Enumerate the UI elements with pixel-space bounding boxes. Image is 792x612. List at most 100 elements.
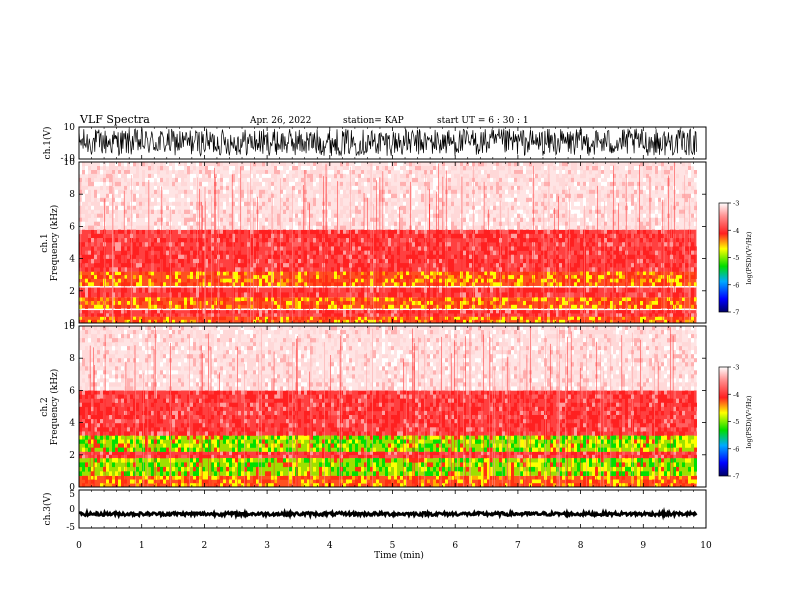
spectrogram-cell: [223, 271, 226, 276]
spectrogram-cell: [148, 246, 151, 251]
spectrogram-cell: [307, 275, 310, 279]
spectrogram-cell: [424, 275, 427, 279]
spectrogram-cell: [100, 282, 103, 287]
spectrogram-cell: [442, 282, 445, 287]
spectrogram-cell: [397, 483, 400, 488]
spectrogram-cell: [247, 177, 250, 183]
spectrogram-cell: [421, 271, 424, 276]
spectrogram-cell: [265, 310, 268, 314]
spectrogram-cell: [526, 267, 529, 272]
spectrogram-cell: [178, 166, 181, 171]
spectrogram-cell: [427, 304, 430, 309]
spectrogram-cell: [121, 479, 124, 484]
spectrogram-cell: [454, 233, 457, 239]
spectrogram-cell: [184, 162, 187, 167]
spectrogram-cell: [187, 250, 190, 256]
spectrogram-cell: [151, 225, 154, 230]
spectrogram-cell: [199, 162, 202, 167]
spectrogram-cell: [250, 189, 253, 195]
spectrogram-cell: [631, 242, 634, 247]
spectrogram-cell: [184, 225, 187, 230]
spectrogram-cell: [643, 282, 646, 287]
spectrogram-cell: [481, 475, 484, 480]
spectrogram-cell: [274, 185, 277, 191]
spectrogram-cell: [523, 246, 526, 251]
spectrogram-cell: [652, 292, 655, 298]
spectrogram-cell: [217, 475, 220, 480]
spectrogram-cell: [541, 225, 544, 230]
spectrogram-cell: [148, 304, 151, 309]
spectrogram-cell: [574, 217, 577, 222]
spectrogram-cell: [520, 162, 523, 167]
spectrogram-cell: [610, 263, 613, 268]
spectrogram-cell: [142, 173, 145, 179]
spectrogram-cell: [172, 225, 175, 230]
spectrogram-cell: [415, 319, 418, 324]
spectrogram-cell: [640, 221, 643, 226]
spectrogram-cell: [88, 287, 91, 293]
spectrogram-cell: [235, 267, 238, 272]
spectrogram-cell: [313, 221, 316, 226]
spectrogram-cell: [526, 271, 529, 276]
spectrogram-cell: [451, 254, 454, 260]
spectrogram-cell: [133, 229, 136, 235]
spectrogram-cell: [280, 271, 283, 276]
spectrogram-cell: [223, 213, 226, 218]
spectrogram-cell: [139, 278, 142, 283]
spectrogram-cell: [226, 271, 229, 276]
spectrogram-cell: [319, 304, 322, 309]
spectrogram-cell: [622, 189, 625, 195]
spectrogram-cell: [220, 316, 223, 321]
spectrogram-cell: [268, 292, 271, 298]
spectrogram-cell: [628, 225, 631, 230]
spectrogram-cell: [544, 254, 547, 260]
spectrogram-cell: [193, 319, 196, 324]
spectrogram-cell: [181, 193, 184, 199]
spectrogram-cell: [337, 213, 340, 218]
spectrogram-cell: [181, 173, 184, 179]
spectrogram-cell: [199, 292, 202, 298]
spectrogram-cell: [511, 205, 514, 211]
spectrogram-cell: [253, 181, 256, 187]
spectrogram-cell: [652, 258, 655, 264]
spectrogram-cell: [514, 170, 517, 175]
spectrogram-cell: [493, 217, 496, 222]
spectrogram-cell: [178, 254, 181, 260]
spectrogram-cell: [94, 304, 97, 309]
spectrogram-cell: [307, 310, 310, 314]
spectrogram-cell: [124, 209, 127, 214]
spectrogram-cell: [160, 250, 163, 256]
spectrogram-cell: [424, 263, 427, 268]
spectrogram-cell: [445, 166, 448, 171]
spectrogram-cell: [115, 479, 118, 484]
spectrogram-cell: [523, 238, 526, 243]
spectrogram-cell: [508, 271, 511, 276]
spectrogram-cell: [562, 185, 565, 191]
spectrogram-cell: [430, 166, 433, 171]
spectrogram-cell: [274, 287, 277, 293]
spectrogram-cell: [238, 275, 241, 279]
spectrogram-cell: [94, 189, 97, 195]
spectrogram-cell: [454, 479, 457, 484]
spectrogram-cell: [340, 319, 343, 324]
spectrogram-cell: [85, 193, 88, 199]
spectrogram-cell: [421, 304, 424, 309]
spectrogram-cell: [340, 233, 343, 239]
spectrogram-cell: [436, 233, 439, 239]
spectrogram-cell: [241, 185, 244, 191]
spectrogram-cell: [355, 254, 358, 260]
spectrogram-cell: [550, 287, 553, 293]
spectrogram-cell: [442, 292, 445, 298]
spectrogram-cell: [403, 193, 406, 199]
spectrogram-cell: [640, 297, 643, 302]
spectrogram-cell: [475, 229, 478, 235]
spectrogram-cell: [160, 162, 163, 167]
spectrogram-cell: [457, 246, 460, 251]
spectrogram-cell: [361, 205, 364, 211]
spectrogram-cell: [364, 275, 367, 279]
colorbar-tick-label: -6: [733, 281, 739, 289]
spectrogram-cell: [436, 229, 439, 235]
spectrogram-cell: [115, 310, 118, 314]
spectrogram-cell: [238, 267, 241, 272]
spectrogram-cell: [151, 263, 154, 268]
